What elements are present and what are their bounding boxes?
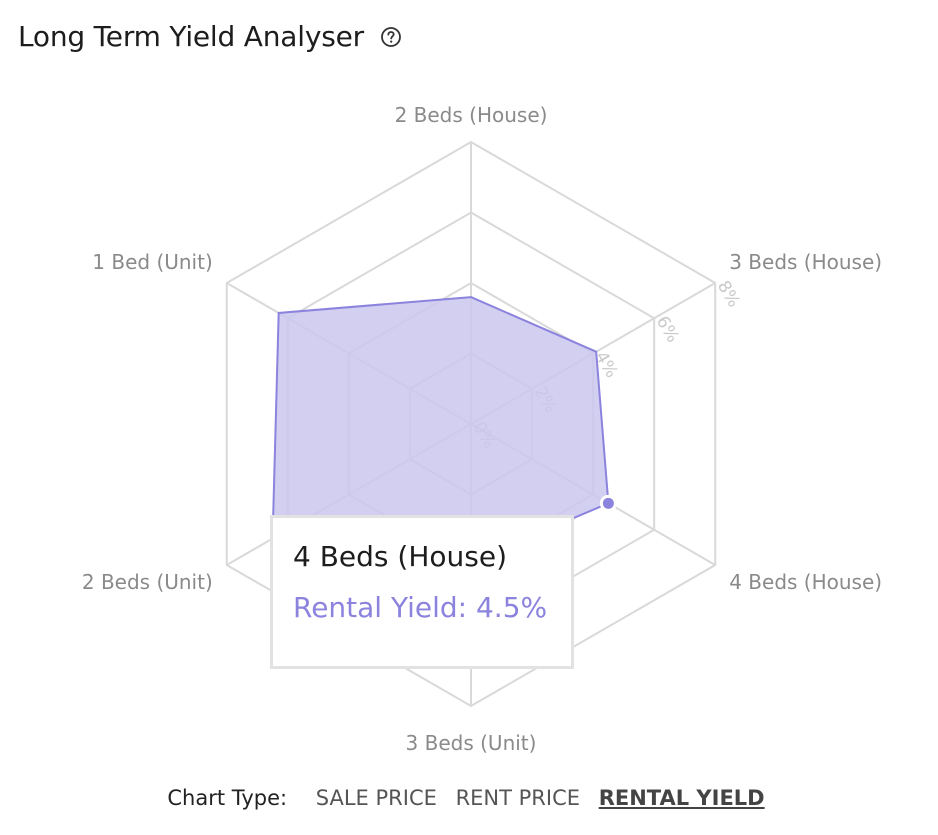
category-label: 3 Beds (House) xyxy=(729,250,882,274)
question-circle-icon[interactable] xyxy=(380,26,402,48)
chart-type-sale-price[interactable]: SALE PRICE xyxy=(315,786,437,810)
chart-type-rental-yield[interactable]: RENTAL YIELD xyxy=(598,786,765,810)
chart-type-selector: Chart Type: SALE PRICE RENT PRICE RENTAL… xyxy=(0,786,938,810)
radar-series[interactable] xyxy=(271,296,617,563)
chart-type-label: Chart Type: xyxy=(167,786,288,810)
category-label: 2 Beds (House) xyxy=(395,103,548,127)
chart-type-rent-price[interactable]: RENT PRICE xyxy=(455,786,581,810)
tooltip-value: Rental Yield: 4.5% xyxy=(293,591,548,624)
category-labels: 2 Beds (House) 3 Beds (House) 4 Beds (Hous… xyxy=(82,103,882,755)
chart-header: Long Term Yield Analyser xyxy=(18,20,402,53)
tick-label: 8% xyxy=(713,278,744,311)
tooltip-title: 4 Beds (House) xyxy=(293,540,508,573)
category-label: 4 Beds (House) xyxy=(729,570,882,594)
radar-chart: 0%2%4%6%8% 2 Beds (House)3 Beds (House)4… xyxy=(82,103,882,755)
category-label: 2 Beds (Unit) xyxy=(82,570,213,594)
category-label: 3 Beds (Unit) xyxy=(406,731,537,755)
chart-tooltip: 4 Beds (House) Rental Yield: 4.5% xyxy=(270,515,574,669)
series-point[interactable] xyxy=(599,494,617,512)
category-label: 1 Bed (Unit) xyxy=(92,250,212,274)
page-title: Long Term Yield Analyser xyxy=(18,20,364,53)
